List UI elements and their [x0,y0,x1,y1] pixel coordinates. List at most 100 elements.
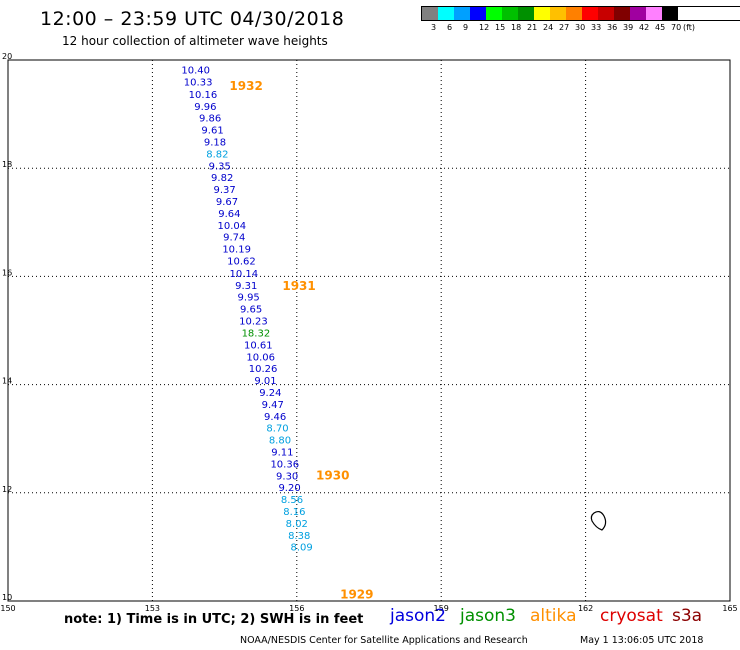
color-swatch [662,7,678,20]
island-outline [590,510,607,531]
color-scale-label: 33 [591,23,602,32]
color-swatch [582,7,598,20]
wave-height-value: 10.14 [230,269,259,280]
wave-height-value: 9.11 [271,447,293,458]
footer-note: note: 1) Time is in UTC; 2) SWH is in fe… [64,612,364,627]
legend-item-jason2: jason2 [390,606,446,626]
wave-height-value: 9.67 [216,197,238,208]
latitude-tick-label: 16 [2,268,12,277]
color-scale-swatches [421,6,740,21]
wave-height-color-scale: 3 6 9 12 15 18 21 24 27 30 33 36 39 42 45 70 (ft) [421,6,740,33]
wave-height-value: 10.61 [244,340,273,351]
color-swatch [454,7,470,20]
pass-time-label: 1932 [229,79,262,93]
generation-timestamp: May 1 13:06:05 UTC 2018 [580,635,704,646]
color-swatch [614,7,630,20]
color-swatch [646,7,662,20]
map-frame [7,59,731,602]
wave-height-value: 8.70 [266,424,288,435]
wave-height-value: 9.95 [238,293,260,304]
longitude-tick-label: 159 [434,604,449,613]
wave-height-value: 9.35 [209,161,231,172]
color-scale-label: 30 [575,23,586,32]
wave-height-value: 10.06 [246,352,275,363]
wave-height-value: 8.80 [269,436,291,447]
color-swatch [630,7,646,20]
wave-height-value: 8.56 [281,495,303,506]
longitude-tick-label: 150 [0,604,15,613]
wave-height-value: 9.64 [218,209,240,220]
color-swatch [486,7,502,20]
wave-height-value: 8.09 [290,543,312,554]
wave-height-value: 8.16 [283,507,305,518]
wave-height-value: 9.31 [235,281,257,292]
wave-height-value: 9.20 [278,483,300,494]
latitude-tick-label: 18 [2,160,12,169]
wave-height-value: 10.62 [227,256,256,267]
color-swatch [518,7,534,20]
wave-height-value: 10.33 [184,77,213,88]
color-swatch [470,7,486,20]
color-swatch [566,7,582,20]
pass-time-label: 1931 [282,279,315,293]
longitude-tick-label: 165 [722,604,737,613]
longitude-tick-label: 156 [289,604,304,613]
color-scale-label: 24 [543,23,554,32]
color-swatch [550,7,566,20]
color-swatch [534,7,550,20]
color-scale-label: 45 [655,23,666,32]
latitude-tick-label: 10 [2,593,12,602]
color-scale-label: 12 [479,23,490,32]
color-scale-label: 36 [607,23,618,32]
longitude-tick-label: 153 [145,604,160,613]
color-scale-label: 9 [463,23,469,32]
legend-item-jason3: jason3 [460,606,516,626]
wave-height-value: 9.96 [194,102,216,113]
wave-height-value: 9.46 [264,412,286,423]
longitude-tick-label: 162 [578,604,593,613]
latitude-tick-label: 20 [2,52,12,61]
color-scale-label: 70 [671,23,682,32]
wave-height-value: 9.61 [201,126,223,137]
wave-height-value: 9.30 [276,471,298,482]
wave-height-value: 10.40 [181,66,210,77]
color-swatch [438,7,454,20]
legend-item-altika: altika [530,606,577,626]
credit-text: NOAA/NESDIS Center for Satellite Applica… [240,635,528,646]
color-swatch [422,7,438,20]
color-scale-label: 21 [527,23,538,32]
color-swatch [502,7,518,20]
color-scale-label: 27 [559,23,570,32]
legend-item-s3a: s3a [672,606,703,626]
color-scale-label: (ft) [683,23,696,32]
wave-height-value: 8.02 [286,519,308,530]
color-scale-label: 42 [639,23,650,32]
wave-height-value: 8.38 [288,531,310,542]
color-scale-label: 6 [447,23,453,32]
wave-height-value: 9.82 [211,173,233,184]
latitude-tick-label: 12 [2,485,12,494]
wave-height-value: 9.74 [223,233,245,244]
wave-height-value: 9.01 [254,376,276,387]
wave-height-value: 9.24 [259,388,281,399]
wave-height-value: 9.18 [204,137,226,148]
color-scale-label: 18 [511,23,522,32]
wave-height-value: 10.26 [249,364,278,375]
map-subtitle: 12 hour collection of altimeter wave hei… [62,34,328,48]
map-title: 12:00 – 23:59 UTC 04/30/2018 [40,8,345,30]
legend-item-cryosat: cryosat [600,606,663,626]
color-scale-labels: 3 6 9 12 15 18 21 24 27 30 33 36 39 42 45 70 (ft) [421,21,740,33]
wave-height-value: 9.37 [213,185,235,196]
wave-height-value: 10.04 [217,221,246,232]
color-scale-label: 15 [495,23,506,32]
latitude-tick-label: 14 [2,377,12,386]
wave-height-value: 10.23 [239,317,268,328]
wave-height-value: 9.65 [240,305,262,316]
wave-height-value: 10.19 [222,245,251,256]
wave-height-value: 18.32 [242,328,271,339]
wave-height-value: 10.16 [189,90,218,101]
color-scale-label: 3 [431,23,437,32]
wave-height-value: 9.47 [262,400,284,411]
pass-time-label: 1930 [316,468,349,482]
